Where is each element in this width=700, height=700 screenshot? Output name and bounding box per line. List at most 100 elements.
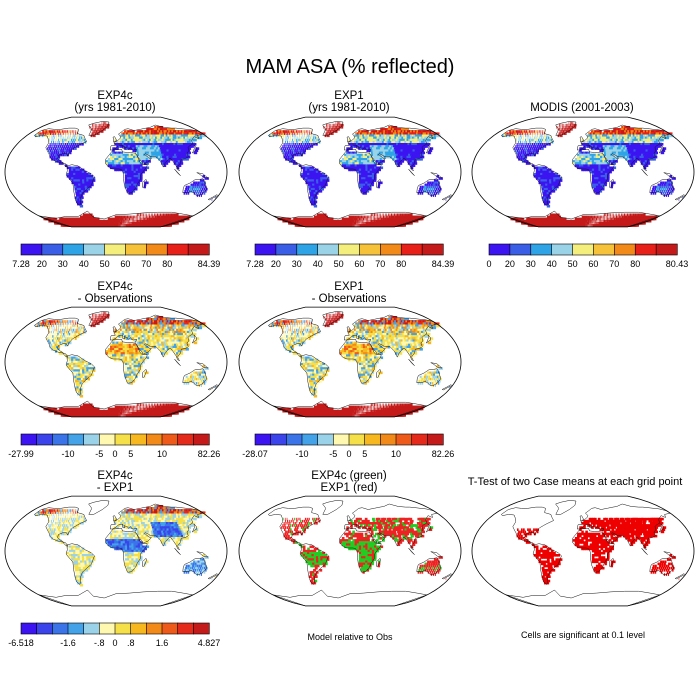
grid-cell [614, 147, 618, 150]
grid-cell [124, 183, 128, 187]
grid-cell [124, 160, 128, 163]
grid-cell [527, 130, 529, 133]
grid-cell [395, 138, 400, 142]
grid-cell [607, 213, 608, 217]
grid-cell [588, 138, 592, 142]
grid-cell [640, 143, 644, 146]
grid-cell [103, 126, 105, 129]
grid-cell [62, 149, 64, 152]
grid-cell [88, 181, 92, 185]
grid-cell [517, 138, 519, 142]
grid-cell [526, 143, 528, 146]
grid-cell [559, 134, 561, 138]
grid-cell [302, 170, 306, 174]
grid-cell [593, 215, 596, 219]
grid-cell [594, 162, 597, 165]
grid-cell [309, 172, 312, 176]
grid-cell [619, 151, 623, 155]
grid-cell [332, 128, 334, 131]
grid-cell [76, 132, 78, 135]
grid-cell [160, 149, 164, 152]
grid-cell [611, 168, 614, 172]
grid-cell [309, 136, 311, 140]
grid-cell [131, 134, 135, 138]
grid-cell [322, 185, 326, 189]
grid-cell [531, 149, 533, 152]
grid-cell [316, 181, 319, 185]
grid-cell [310, 143, 312, 146]
grid-cell [533, 132, 535, 135]
grid-cell [174, 155, 178, 159]
grid-cell [129, 140, 132, 144]
grid-cell [65, 145, 68, 148]
grid-cell [128, 130, 132, 133]
grid-cell [55, 143, 57, 146]
grid-cell [294, 149, 296, 152]
coastline [142, 178, 147, 188]
grid-cell [360, 185, 364, 189]
grid-cell [344, 224, 347, 227]
grid-cell [551, 185, 555, 189]
grid-cell [357, 217, 359, 221]
grid-cell [373, 153, 376, 157]
grid-cell [308, 143, 310, 146]
grid-cell [122, 145, 125, 148]
grid-cell [402, 215, 405, 219]
coastline [174, 168, 181, 176]
grid-cell [424, 140, 429, 144]
grid-cell [105, 121, 107, 125]
grid-cell [628, 153, 632, 157]
grid-cell [370, 153, 374, 157]
grid-cell [194, 149, 199, 152]
grid-cell [124, 168, 128, 172]
grid-cell [147, 213, 149, 217]
grid-cell [640, 158, 644, 161]
grid-cell [153, 145, 157, 148]
grid-cell [371, 177, 375, 180]
grid-cell [64, 147, 67, 150]
grid-cell [662, 192, 665, 195]
grid-cell [122, 143, 125, 146]
grid-cell [364, 190, 368, 193]
grid-cell [140, 217, 141, 221]
grid-cell [656, 187, 659, 191]
grid-cell [628, 213, 630, 217]
grid-cell [365, 175, 368, 178]
grid-cell [41, 132, 43, 135]
grid-cell [72, 143, 75, 146]
grid-cell [594, 164, 597, 167]
grid-cell [187, 192, 190, 195]
grid-cell [593, 158, 597, 161]
grid-cell [81, 136, 83, 140]
grid-cell [382, 138, 387, 142]
grid-cell [619, 138, 623, 142]
grid-cell [123, 222, 125, 225]
grid-cell [586, 215, 588, 219]
grid-cell [540, 172, 543, 176]
grid-cell [564, 130, 566, 133]
grid-cell [365, 166, 369, 170]
grid-cell [170, 215, 173, 219]
grid-cell [375, 219, 378, 223]
grid-cell [593, 136, 597, 140]
grid-cell [603, 213, 605, 217]
panel-title-line: EXP1 [334, 281, 364, 293]
grid-cell [518, 151, 520, 155]
grid-cell [369, 166, 373, 170]
grid-cell [134, 149, 138, 152]
grid-cell [589, 162, 593, 165]
grid-cell [504, 132, 507, 135]
grid-cell [45, 130, 48, 133]
grid-cell [316, 179, 319, 182]
grid-cell [435, 183, 438, 187]
grid-cell [368, 147, 371, 150]
grid-cell [646, 147, 650, 150]
grid-cell [533, 147, 536, 150]
grid-cell [348, 168, 351, 172]
grid-cell [639, 145, 644, 148]
grid-cell [520, 132, 522, 135]
grid-cell [369, 185, 372, 189]
grid-cell [542, 134, 544, 138]
grid-cell [131, 158, 134, 161]
grid-cell [541, 196, 545, 199]
